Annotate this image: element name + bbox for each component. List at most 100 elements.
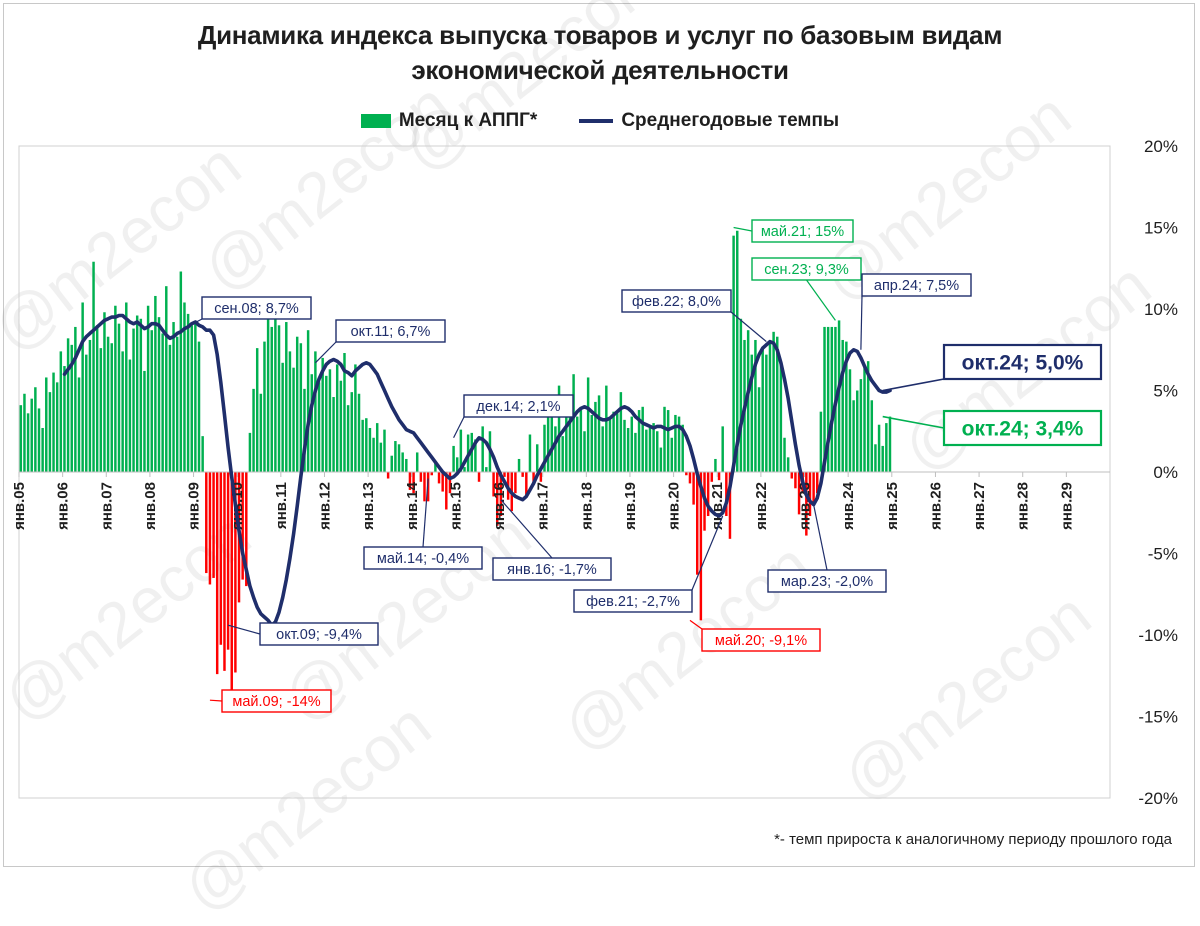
bar xyxy=(877,424,881,472)
chart-plot: 20% 15% 10% 5% 0% -5% -10% -15% -20% янв.05 янв.06… xyxy=(11,137,1178,808)
bar xyxy=(212,472,215,578)
bar xyxy=(292,367,295,472)
bar xyxy=(95,325,99,472)
bar xyxy=(379,442,383,472)
bar xyxy=(561,436,564,472)
annotation-box xyxy=(201,296,312,320)
line-average-annual xyxy=(62,313,892,628)
x-tick-label: янв.15 xyxy=(447,482,464,530)
annotation-label: окт.09; -9,4% xyxy=(276,627,362,643)
bar xyxy=(390,455,393,472)
bar xyxy=(637,410,641,472)
x-tick-label: янв.22 xyxy=(753,482,770,530)
annotation-box xyxy=(701,628,821,652)
bar xyxy=(823,326,826,472)
bar xyxy=(121,351,124,472)
bar xyxy=(779,364,783,472)
bar xyxy=(26,413,30,472)
bar xyxy=(146,305,150,472)
bar xyxy=(812,472,815,505)
bar xyxy=(783,437,786,472)
bar xyxy=(412,472,415,494)
bar xyxy=(183,302,186,472)
bar xyxy=(568,403,572,472)
annotation-label: фев.21; -2,7% xyxy=(586,594,680,610)
bar xyxy=(885,423,888,472)
bar xyxy=(372,437,375,472)
bar xyxy=(790,472,794,479)
bar xyxy=(485,467,488,472)
bar xyxy=(826,326,830,472)
bar xyxy=(430,472,433,476)
bar xyxy=(132,328,135,472)
bar xyxy=(81,302,84,472)
annotation-leader xyxy=(882,415,945,429)
annotation-label: фев.22; 8,0% xyxy=(632,294,721,310)
bar xyxy=(179,271,183,472)
bar xyxy=(408,472,412,490)
x-tick-label: янв.28 xyxy=(1015,482,1032,530)
bar xyxy=(768,343,772,472)
annotation-label: май.09; -14% xyxy=(232,694,320,710)
bar xyxy=(474,439,477,472)
x-tick-label: янв.13 xyxy=(360,482,377,530)
bar xyxy=(546,400,550,472)
y-tick-label: -20% xyxy=(1138,789,1178,808)
bar xyxy=(161,333,164,472)
bar xyxy=(23,393,26,472)
bar xyxy=(623,419,626,472)
chart-title-line1: Динамика индекса выпуска товаров и услуг… xyxy=(197,20,1003,50)
bar xyxy=(259,393,263,472)
annotation-leader xyxy=(806,279,836,321)
x-tick-label: янв.24 xyxy=(840,481,857,530)
bar xyxy=(66,338,70,472)
bar xyxy=(19,405,23,472)
annotation-box xyxy=(751,219,854,243)
bar xyxy=(99,348,103,472)
bar xyxy=(208,472,212,585)
x-tick-label: янв.12 xyxy=(317,482,334,530)
bar xyxy=(776,336,779,472)
bar xyxy=(423,472,426,502)
legend-item-bars: Месяц к АППГ* xyxy=(360,110,537,132)
bar xyxy=(736,230,739,472)
bar xyxy=(332,397,335,472)
bar xyxy=(757,387,761,472)
bar xyxy=(154,295,157,472)
bar xyxy=(150,330,153,472)
bar xyxy=(306,330,310,472)
bar xyxy=(365,418,368,472)
bar xyxy=(590,414,594,472)
bar xyxy=(852,400,855,472)
bar xyxy=(194,323,197,472)
annotation-leader xyxy=(314,341,337,364)
bar xyxy=(732,235,735,472)
bar xyxy=(106,336,110,472)
annotation-label: дек.14; 2,1% xyxy=(476,399,560,415)
bar xyxy=(175,336,179,472)
bar xyxy=(448,472,452,494)
bar xyxy=(696,472,699,575)
bar xyxy=(452,445,455,472)
annotation-box xyxy=(861,273,972,297)
bar xyxy=(859,379,863,472)
bar xyxy=(645,429,648,472)
annotation-leader xyxy=(882,378,945,392)
annotation-leader xyxy=(422,478,429,548)
bar xyxy=(772,331,775,472)
bar xyxy=(110,343,113,472)
bar xyxy=(583,431,586,472)
bar xyxy=(866,361,870,472)
bar xyxy=(368,427,372,472)
bar xyxy=(386,472,390,479)
bar xyxy=(641,406,644,472)
x-tick-label: янв.08 xyxy=(142,482,159,530)
annotation-box xyxy=(492,557,612,581)
x-tick-label: янв.26 xyxy=(927,482,944,530)
bar xyxy=(786,457,790,472)
bar xyxy=(714,458,717,472)
bar xyxy=(670,437,674,472)
bar xyxy=(797,472,801,515)
y-tick-label: 5% xyxy=(1153,382,1178,401)
annotation-label: май.21; 15% xyxy=(761,224,844,240)
